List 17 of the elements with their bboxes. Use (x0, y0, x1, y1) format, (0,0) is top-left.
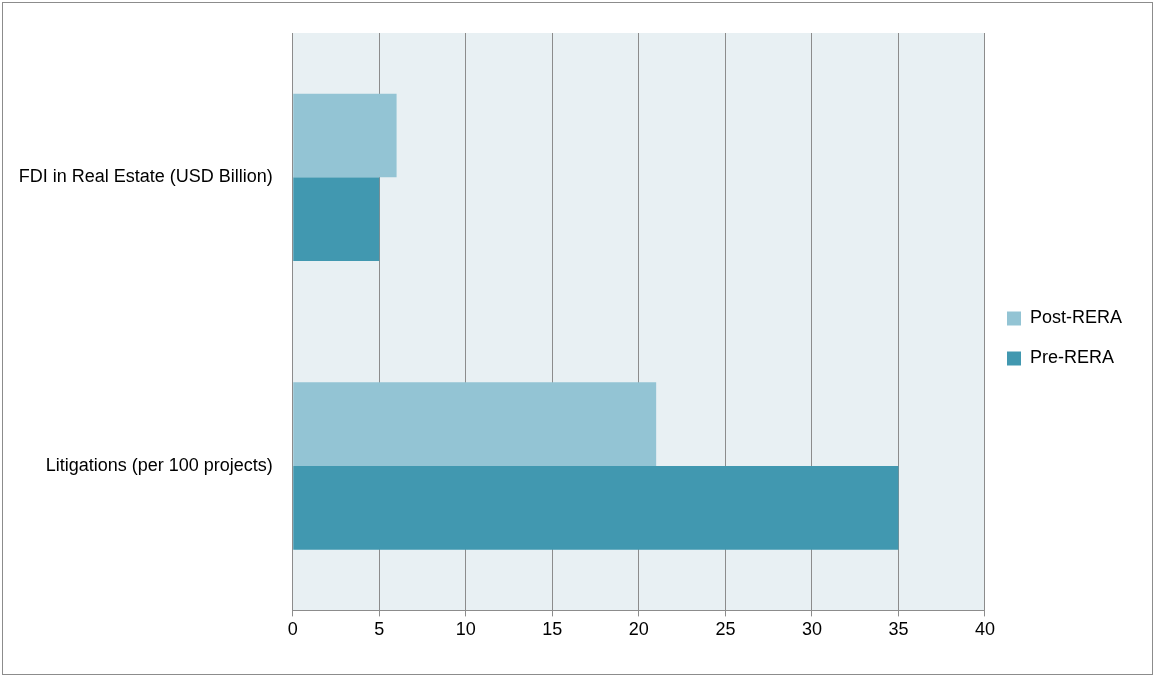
x-tick-label: 15 (542, 619, 563, 640)
bar (293, 177, 380, 262)
x-tick-label: 35 (888, 619, 909, 640)
bar (293, 466, 899, 550)
x-tick-label: 40 (974, 619, 995, 640)
legend-label: Pre-RERA (1029, 347, 1114, 368)
x-tick-label: 30 (801, 619, 822, 640)
x-tick-label: 0 (287, 619, 298, 640)
x-tick-label: 10 (455, 619, 476, 640)
bar (293, 93, 397, 178)
x-tick-label: 25 (715, 619, 736, 640)
x-tick-label: 20 (628, 619, 649, 640)
x-tick-label: 5 (374, 619, 385, 640)
y-tick-label: FDI in Real Estate (USD Billion) (18, 166, 273, 187)
legend-label: Post-RERA (1029, 307, 1123, 328)
y-tick-label: Litigations (per 100 projects) (45, 455, 273, 476)
bar (293, 382, 657, 467)
